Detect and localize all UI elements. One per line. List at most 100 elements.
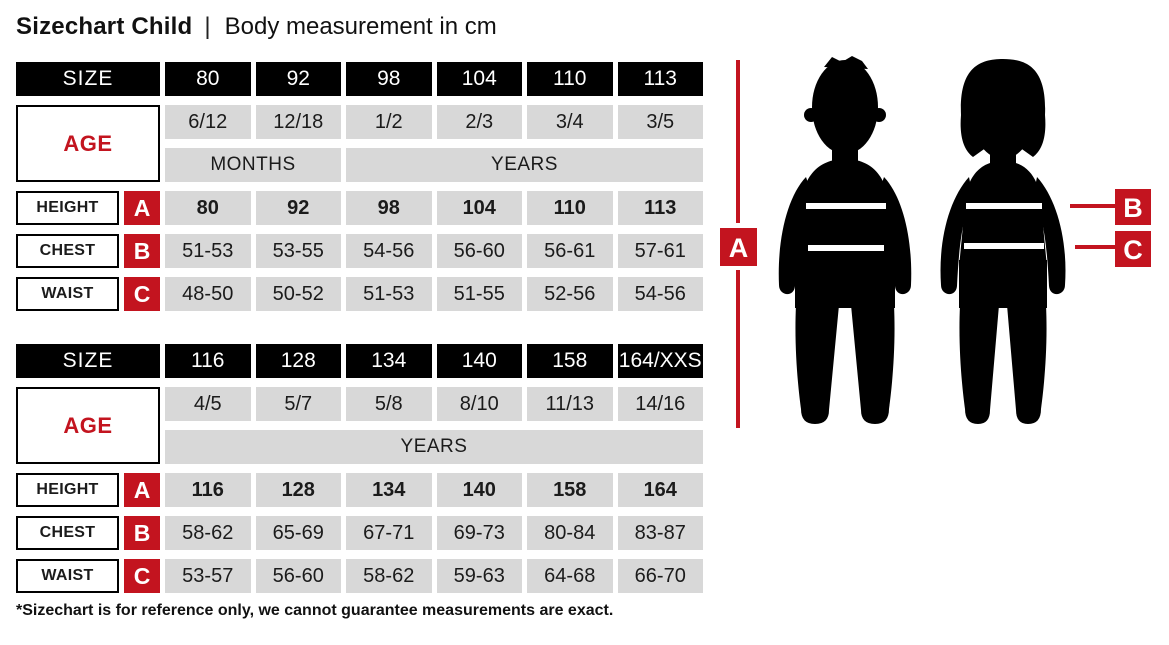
footnote: *Sizechart is for reference only, we can… <box>16 602 614 619</box>
chest-value: 80-84 <box>527 516 613 550</box>
age-value: 5/7 <box>255 387 341 421</box>
height-label: HEIGHT <box>16 473 119 507</box>
age-unit-years: YEARS <box>165 430 703 464</box>
age-header: AGE <box>16 105 160 182</box>
waist-value: 52-56 <box>527 277 613 311</box>
height-value: 134 <box>346 473 432 507</box>
chest-marker: B <box>1070 189 1151 225</box>
chest-label: CHEST <box>16 234 119 268</box>
marker-c-letter: C <box>1123 235 1143 265</box>
page-title-main: Sizechart Child <box>16 13 193 40</box>
age-value: 3/4 <box>527 105 613 139</box>
girl-silhouette <box>940 59 1066 424</box>
age-value: 6/12 <box>165 105 251 139</box>
title-separator: | <box>204 13 211 40</box>
age-value: 5/8 <box>346 387 432 421</box>
chest-value: 69-73 <box>436 516 522 550</box>
height-value: 80 <box>165 191 251 225</box>
height-value: 140 <box>436 473 522 507</box>
chest-value: 51-53 <box>165 234 251 268</box>
chest-value: 58-62 <box>165 516 251 550</box>
size-value: 113 <box>617 62 703 96</box>
age-value: 14/16 <box>617 387 703 421</box>
age-unit-months: MONTHS <box>165 148 341 182</box>
waist-label: WAIST <box>16 277 119 311</box>
waist-value: 53-57 <box>165 559 251 593</box>
chest-value: 56-61 <box>527 234 613 268</box>
waist-marker: C <box>1075 231 1151 267</box>
boy-silhouette <box>778 56 912 424</box>
page-title-subtitle: Body measurement in cm <box>224 13 497 40</box>
waist-value: 54-56 <box>617 277 703 311</box>
chest-value: 65-69 <box>255 516 341 550</box>
size-value: 116 <box>165 344 251 378</box>
size-value: 104 <box>436 62 522 96</box>
height-label: HEIGHT <box>16 191 119 225</box>
size-value: 98 <box>346 62 432 96</box>
marker-a-badge-figure: A <box>720 228 757 266</box>
size-value: 134 <box>346 344 432 378</box>
waist-value: 64-68 <box>527 559 613 593</box>
age-value: 11/13 <box>527 387 613 421</box>
marker-a-badge: A <box>124 191 160 225</box>
chest-value: 54-56 <box>346 234 432 268</box>
waist-value: 51-53 <box>346 277 432 311</box>
girl-chest-line <box>966 203 1042 209</box>
size-value: 128 <box>255 344 341 378</box>
sizechart-table-top: SIZE 80 92 98 104 110 113 AGE 6/12 12/18… <box>16 62 703 311</box>
size-value: 140 <box>436 344 522 378</box>
boy-waist-line <box>808 245 884 251</box>
age-value: 8/10 <box>436 387 522 421</box>
page-title: Sizechart Child | Body measurement in cm <box>16 13 497 41</box>
waist-value: 58-62 <box>346 559 432 593</box>
girl-waist-line <box>964 243 1044 249</box>
age-value: 12/18 <box>255 105 341 139</box>
chest-value: 53-55 <box>255 234 341 268</box>
height-value: 92 <box>255 191 341 225</box>
size-header: SIZE <box>16 62 160 96</box>
age-value: 3/5 <box>617 105 703 139</box>
waist-value: 48-50 <box>165 277 251 311</box>
waist-value: 56-60 <box>255 559 341 593</box>
size-header: SIZE <box>16 344 160 378</box>
age-value: 2/3 <box>436 105 522 139</box>
height-value: 104 <box>436 191 522 225</box>
size-value: 164/XXS <box>617 344 703 378</box>
size-value: 80 <box>165 62 251 96</box>
waist-label: WAIST <box>16 559 119 593</box>
height-value: 113 <box>617 191 703 225</box>
sizechart-table-bottom: SIZE 116 128 134 140 158 164/XXS AGE 4/5… <box>16 344 703 593</box>
age-value: 1/2 <box>346 105 432 139</box>
height-value: 116 <box>165 473 251 507</box>
waist-value: 59-63 <box>436 559 522 593</box>
height-value: 158 <box>527 473 613 507</box>
marker-a-letter: A <box>729 233 749 263</box>
height-value: 110 <box>527 191 613 225</box>
height-value: 128 <box>255 473 341 507</box>
chest-label: CHEST <box>16 516 119 550</box>
marker-c-badge: C <box>124 559 160 593</box>
age-header: AGE <box>16 387 160 464</box>
size-value: 158 <box>527 344 613 378</box>
chest-value: 67-71 <box>346 516 432 550</box>
chest-value: 56-60 <box>436 234 522 268</box>
height-value: 164 <box>617 473 703 507</box>
boy-chest-line <box>806 203 886 209</box>
marker-b-badge: B <box>124 234 160 268</box>
age-value: 4/5 <box>165 387 251 421</box>
marker-a-badge: A <box>124 473 160 507</box>
chest-value: 83-87 <box>617 516 703 550</box>
marker-b-letter: B <box>1123 193 1143 223</box>
size-value: 92 <box>255 62 341 96</box>
age-unit-years: YEARS <box>346 148 703 182</box>
height-value: 98 <box>346 191 432 225</box>
measurement-figure: A <box>720 56 1151 428</box>
waist-value: 50-52 <box>255 277 341 311</box>
size-value: 110 <box>527 62 613 96</box>
marker-c-badge: C <box>124 277 160 311</box>
waist-value: 66-70 <box>617 559 703 593</box>
waist-value: 51-55 <box>436 277 522 311</box>
marker-b-badge: B <box>124 516 160 550</box>
chest-value: 57-61 <box>617 234 703 268</box>
